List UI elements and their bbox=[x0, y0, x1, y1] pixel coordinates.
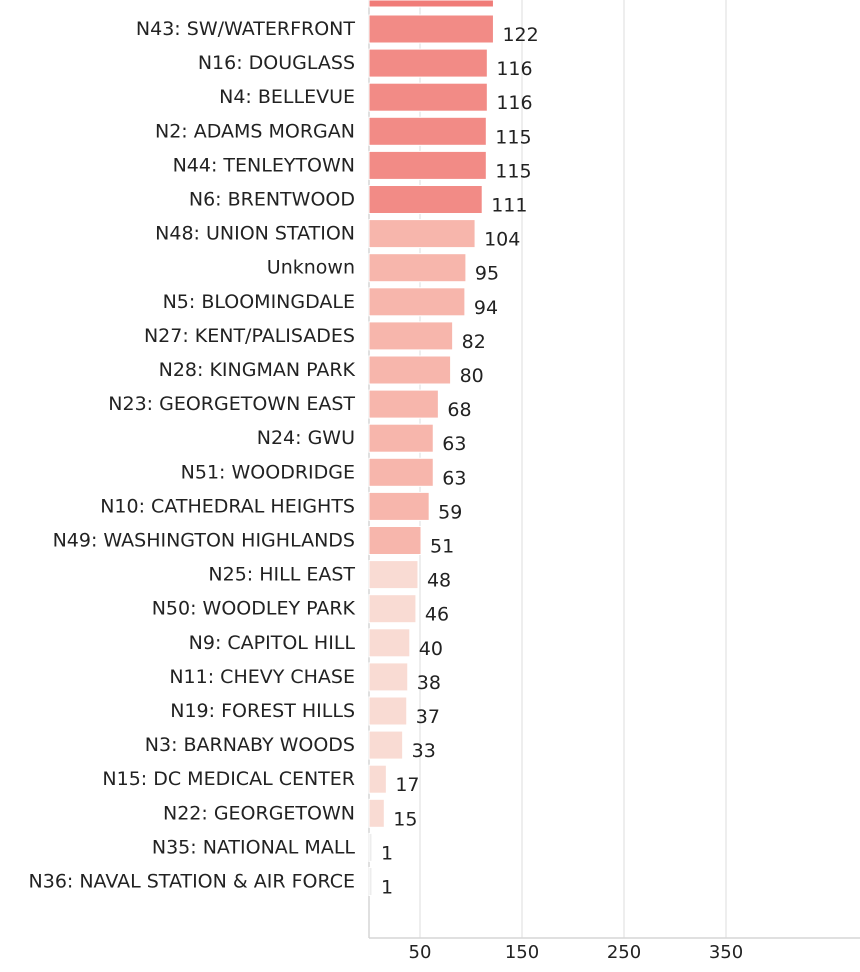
value-label: 116 bbox=[496, 58, 532, 80]
bar bbox=[368, 491, 430, 521]
bar bbox=[368, 219, 476, 249]
value-label: 40 bbox=[419, 638, 443, 660]
category-label: N5: BLOOMINGDALE bbox=[163, 291, 355, 313]
category-label: N19: FOREST HILLS bbox=[170, 700, 355, 722]
value-label: 115 bbox=[495, 160, 531, 182]
bar bbox=[368, 730, 404, 760]
bar bbox=[368, 116, 487, 146]
bar bbox=[368, 48, 488, 78]
category-label: N16: DOUGLASS bbox=[198, 52, 355, 74]
bar bbox=[368, 185, 483, 214]
value-label: 82 bbox=[462, 331, 486, 353]
bar bbox=[368, 560, 419, 590]
category-label: N9: CAPITOL HILL bbox=[189, 632, 356, 654]
value-label: 94 bbox=[474, 297, 498, 319]
x-tick-label: 50 bbox=[409, 942, 432, 963]
bar bbox=[368, 355, 452, 385]
category-labels: N43: SW/WATERFRONT N16: DOUGLASS N4: BELLE… bbox=[29, 18, 356, 893]
x-tick-label: 350 bbox=[709, 942, 743, 963]
value-label: 111 bbox=[491, 195, 527, 217]
x-axis-ticks: 50 150 250 350 bbox=[409, 942, 744, 963]
bar bbox=[368, 457, 434, 487]
value-label: 37 bbox=[416, 706, 440, 728]
category-label: N25: HILL EAST bbox=[208, 564, 355, 586]
category-label: N2: ADAMS MORGAN bbox=[155, 120, 355, 142]
category-label: N28: KINGMAN PARK bbox=[159, 359, 356, 381]
bar bbox=[368, 526, 422, 555]
value-label: 104 bbox=[484, 229, 520, 251]
bar bbox=[368, 696, 408, 726]
bar bbox=[368, 594, 417, 624]
category-label: N15: DC MEDICAL CENTER bbox=[102, 768, 355, 790]
category-label: N11: CHEVY CHASE bbox=[169, 666, 355, 688]
value-label: 116 bbox=[496, 92, 532, 114]
bar bbox=[368, 14, 494, 44]
bar bbox=[368, 423, 434, 453]
bar bbox=[368, 389, 439, 419]
bar bbox=[368, 150, 487, 180]
bars bbox=[368, 0, 494, 896]
value-label: 51 bbox=[430, 536, 454, 558]
value-label: 59 bbox=[438, 501, 462, 523]
bar bbox=[368, 253, 467, 283]
category-label: N44: TENLEYTOWN bbox=[173, 154, 355, 176]
value-labels: 1221161161151151111049594828068636359514… bbox=[381, 24, 539, 899]
value-label: 33 bbox=[412, 740, 436, 762]
partial-bar bbox=[368, 0, 494, 8]
category-label: N48: UNION STATION bbox=[155, 223, 355, 245]
bar bbox=[368, 798, 385, 828]
category-label: N49: WASHINGTON HIGHLANDS bbox=[53, 530, 355, 552]
value-label: 115 bbox=[495, 126, 531, 148]
category-label: N23: GEORGETOWN EAST bbox=[108, 393, 355, 415]
value-label: 68 bbox=[447, 399, 471, 421]
bar bbox=[368, 82, 488, 112]
category-label: N35: NATIONAL MALL bbox=[152, 836, 356, 858]
value-label: 95 bbox=[475, 263, 499, 285]
bar bbox=[368, 321, 454, 351]
category-label: N22: GEORGETOWN bbox=[163, 802, 355, 824]
category-label: N50: WOODLEY PARK bbox=[152, 598, 356, 620]
value-label: 38 bbox=[417, 672, 441, 694]
value-label: 122 bbox=[502, 24, 538, 46]
bar bbox=[368, 628, 411, 658]
value-label: 1 bbox=[381, 877, 393, 899]
value-label: 15 bbox=[393, 808, 417, 830]
category-label: N3: BARNABY WOODS bbox=[145, 734, 355, 756]
bar bbox=[368, 287, 466, 317]
bar bbox=[368, 832, 373, 862]
x-tick-label: 150 bbox=[505, 942, 539, 963]
bar bbox=[368, 867, 373, 896]
category-label: N24: GWU bbox=[257, 427, 355, 449]
x-tick-label: 250 bbox=[607, 942, 641, 963]
category-label: N27: KENT/PALISADES bbox=[144, 325, 355, 347]
category-label: N10: CATHEDRAL HEIGHTS bbox=[100, 495, 355, 517]
category-label: N4: BELLEVUE bbox=[219, 86, 355, 108]
category-label: N6: BRENTWOOD bbox=[189, 189, 355, 211]
value-label: 17 bbox=[395, 774, 419, 796]
category-label: N51: WOODRIDGE bbox=[181, 461, 355, 483]
bar bbox=[368, 662, 409, 692]
value-label: 1 bbox=[381, 842, 393, 864]
value-label: 63 bbox=[442, 433, 466, 455]
value-label: 80 bbox=[460, 365, 484, 387]
category-label: N43: SW/WATERFRONT bbox=[136, 18, 355, 40]
category-label: N36: NAVAL STATION & AIR FORCE bbox=[29, 871, 355, 893]
value-label: 63 bbox=[442, 467, 466, 489]
value-label: 48 bbox=[427, 570, 451, 592]
value-label: 46 bbox=[425, 604, 449, 626]
bar bbox=[368, 764, 387, 794]
category-label: Unknown bbox=[267, 257, 355, 279]
